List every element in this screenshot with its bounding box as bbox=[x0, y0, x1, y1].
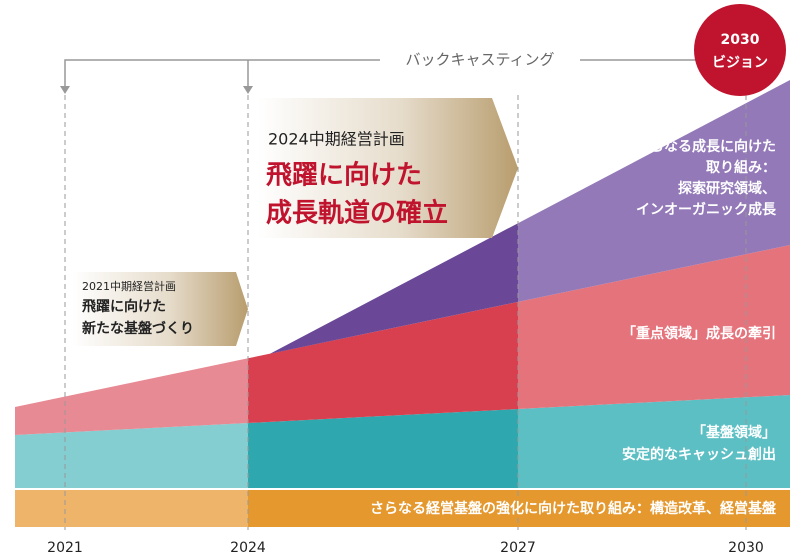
focus-band-mid bbox=[248, 301, 518, 423]
base-label: 「基盤領域」 bbox=[692, 424, 776, 441]
plan-2021-title: 2021中期経営計画 bbox=[82, 279, 176, 293]
plan-2024-headline: 成長軌道の確立 bbox=[266, 198, 448, 229]
foundation-label: さらなる経営基盤の強化に向けた取り組み：構造改革、経営基盤 bbox=[370, 500, 777, 517]
vision-year: 2030 bbox=[721, 32, 760, 48]
base-band-left bbox=[15, 423, 248, 488]
foundation-band bbox=[248, 490, 790, 527]
plan-2024-chevron bbox=[258, 98, 518, 238]
base-band-mid bbox=[248, 409, 518, 488]
growth-label: 探索研究領域、 bbox=[678, 180, 776, 197]
focus-label: 「重点領域」成長の牽引 bbox=[622, 325, 776, 342]
base-band-right bbox=[518, 395, 790, 488]
growth-label: さらなる成長に向けた bbox=[636, 138, 776, 155]
plan-2024-headline: 飛躍に向けた bbox=[266, 160, 422, 191]
foundation-band-left bbox=[15, 490, 248, 527]
focus-band-right bbox=[518, 245, 790, 409]
growth-band-right bbox=[518, 80, 790, 302]
growth-label: インオーガニック成長 bbox=[636, 201, 777, 218]
growth-band-mid bbox=[270, 223, 518, 354]
arrow-head bbox=[243, 86, 253, 94]
plan-2021-headline: 飛躍に向けた bbox=[81, 298, 166, 315]
arrow-head bbox=[60, 86, 70, 94]
year-label: 2021 bbox=[47, 540, 83, 556]
base-label: 安定的なキャッシュ創出 bbox=[622, 446, 776, 463]
backcasting-label: バックキャスティング bbox=[405, 51, 554, 69]
bracket bbox=[64, 59, 380, 88]
year-label: 2024 bbox=[230, 540, 266, 556]
growth-label: 取り組み： bbox=[706, 159, 776, 176]
vision-circle bbox=[694, 4, 786, 96]
focus-band-left bbox=[15, 358, 248, 435]
plan-2024-title: 2024中期経営計画 bbox=[268, 130, 405, 149]
year-label: 2030 bbox=[728, 540, 764, 556]
year-label: 2027 bbox=[500, 540, 536, 556]
vision-label: ビジョン bbox=[712, 55, 768, 71]
plan-2021-chevron bbox=[72, 272, 248, 346]
plan-2021-headline: 新たな基盤づくり bbox=[82, 320, 194, 337]
